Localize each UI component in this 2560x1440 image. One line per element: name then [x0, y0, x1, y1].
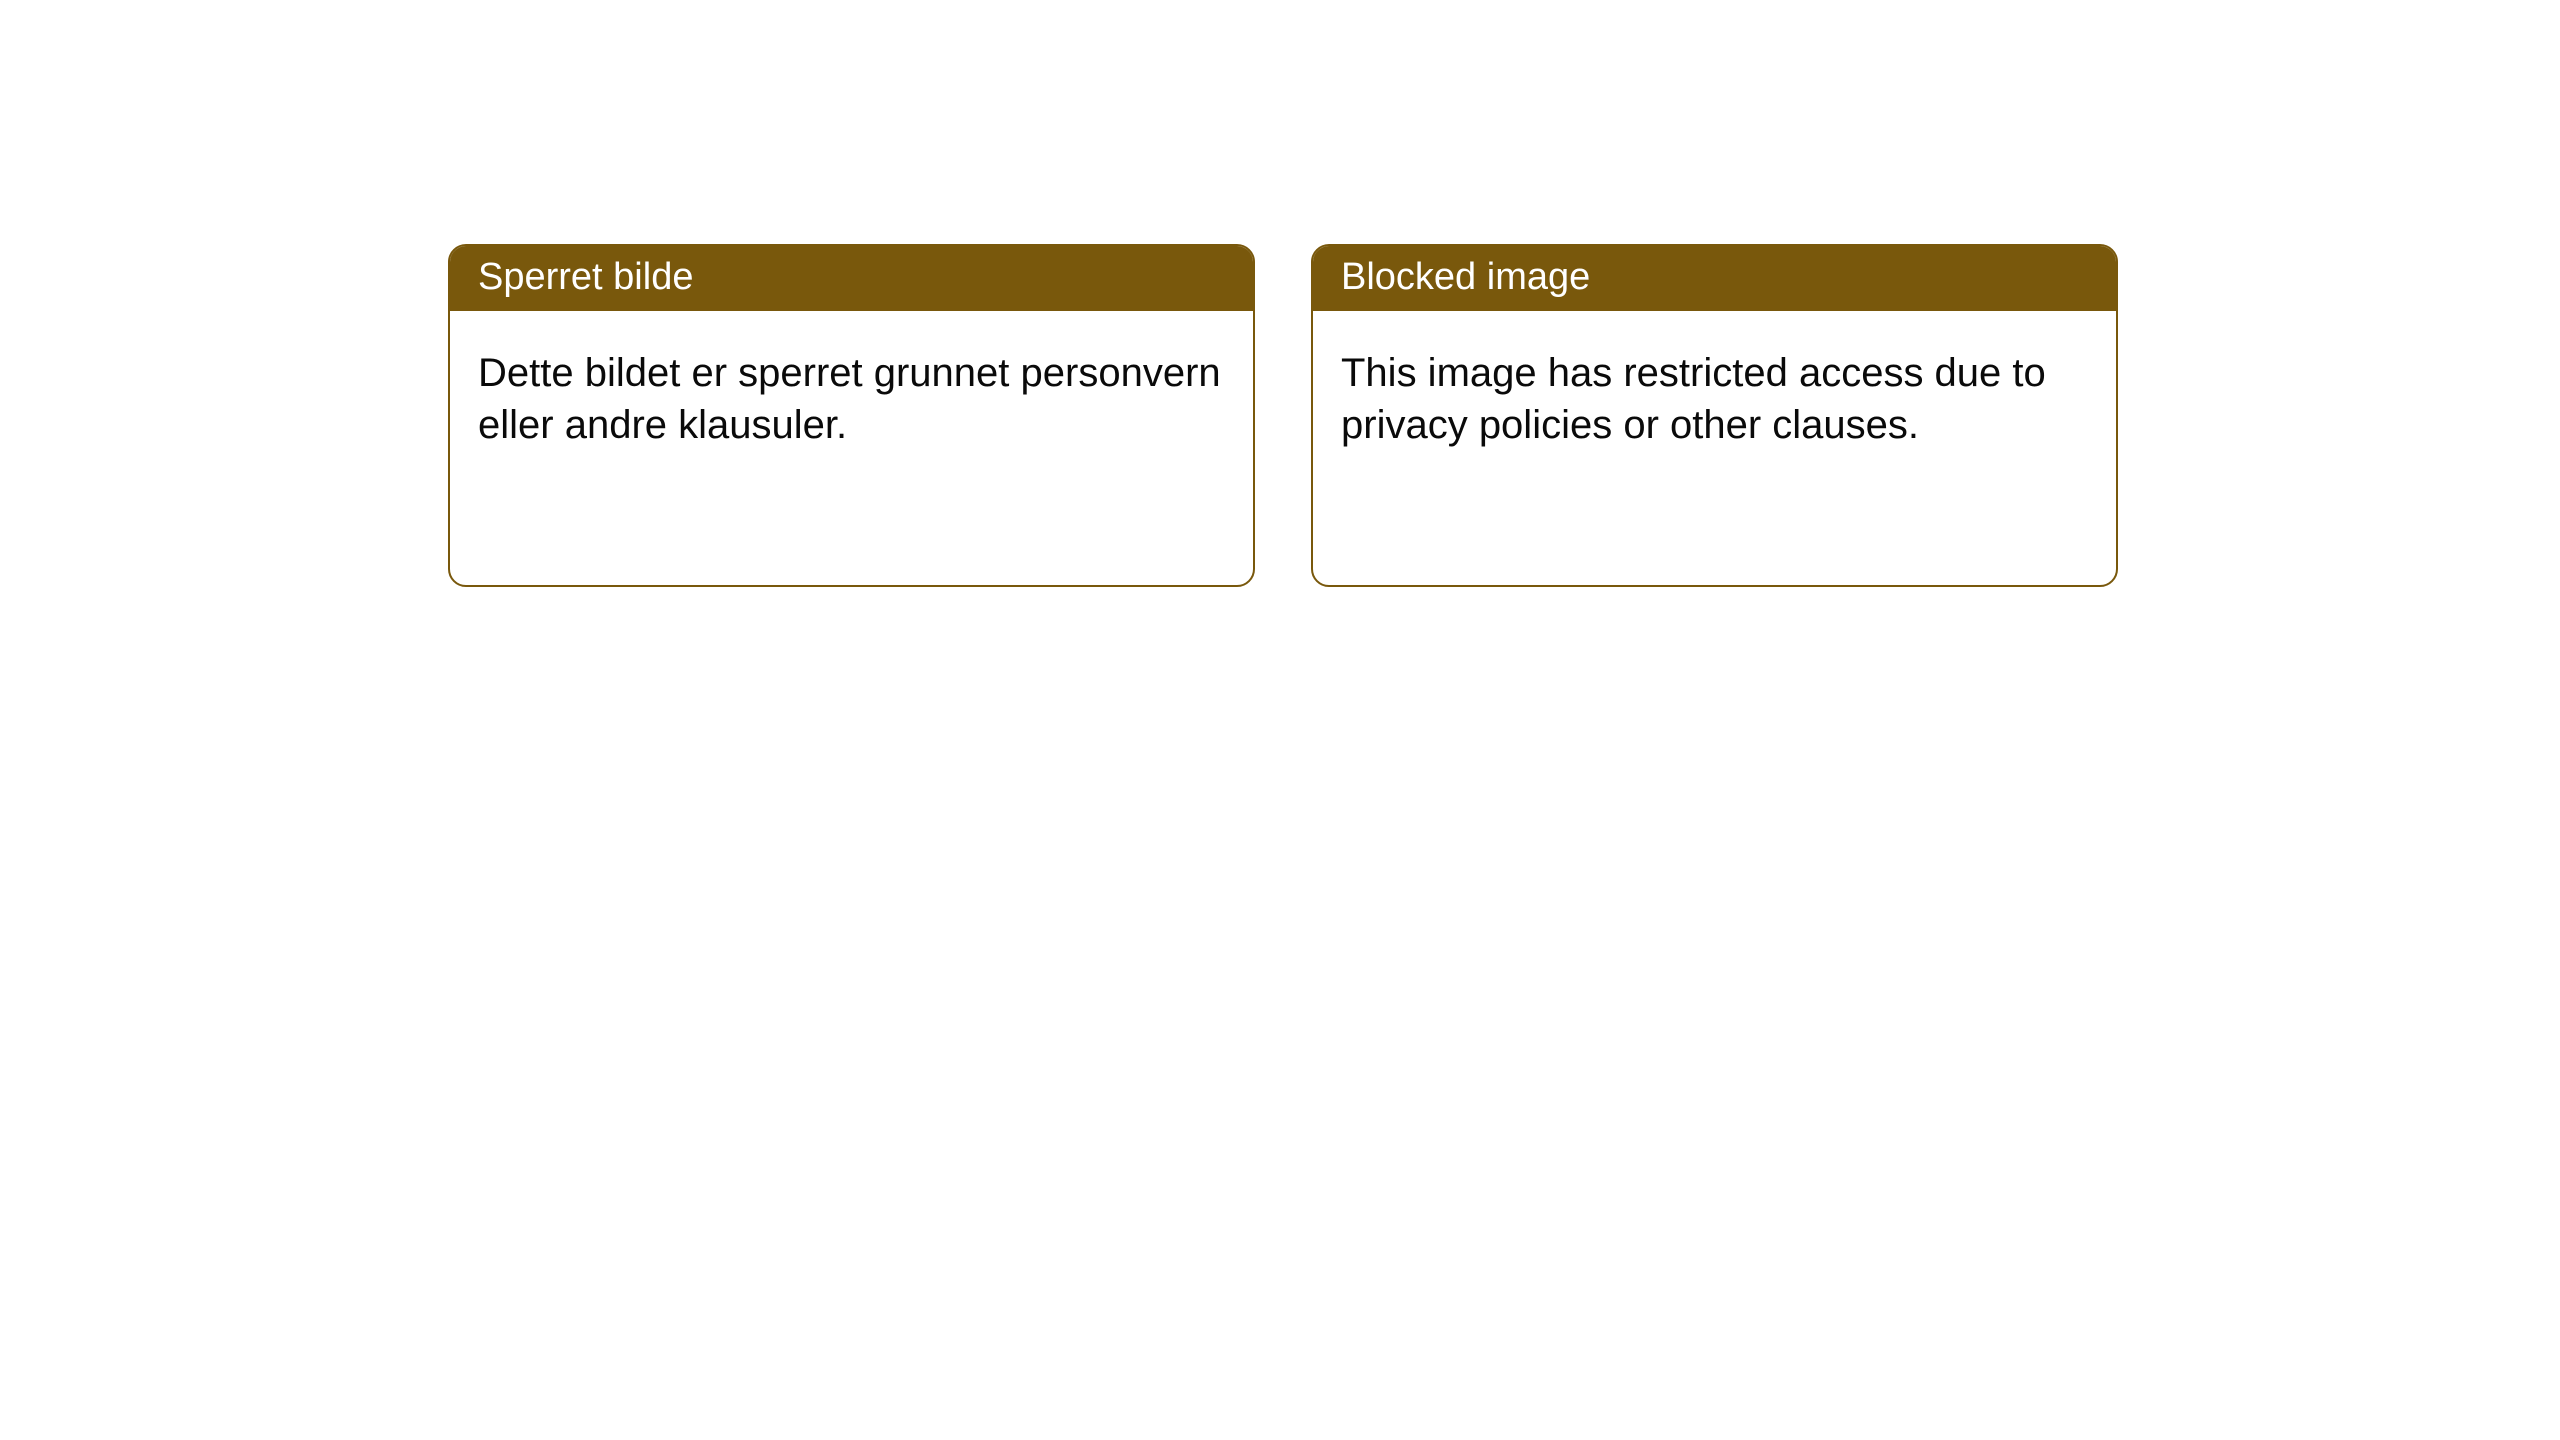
notice-card-norwegian: Sperret bilde Dette bildet er sperret gr… [448, 244, 1255, 587]
notice-header: Blocked image [1313, 246, 2116, 311]
notice-header: Sperret bilde [450, 246, 1253, 311]
notice-container: Sperret bilde Dette bildet er sperret gr… [0, 0, 2560, 587]
notice-body: Dette bildet er sperret grunnet personve… [450, 311, 1253, 585]
notice-card-english: Blocked image This image has restricted … [1311, 244, 2118, 587]
notice-body: This image has restricted access due to … [1313, 311, 2116, 585]
